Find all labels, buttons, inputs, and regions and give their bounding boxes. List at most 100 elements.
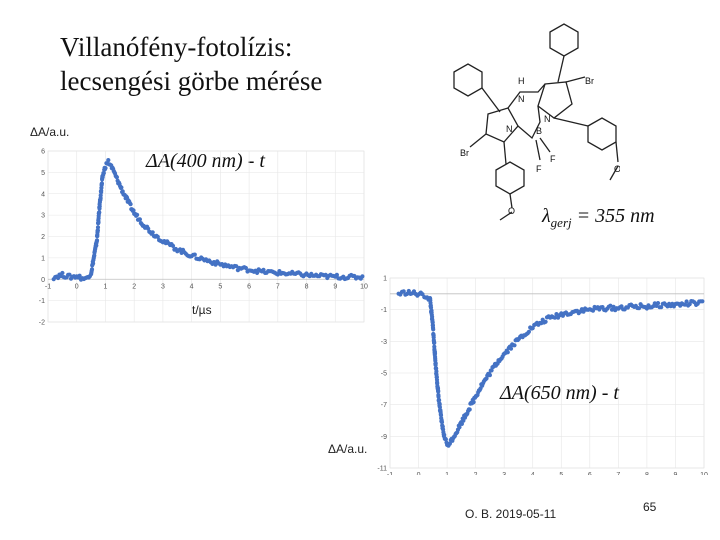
- chart1-data-point: [103, 166, 108, 171]
- chart1-x-tick-label: 4: [190, 283, 194, 290]
- chart1-data-point: [255, 270, 260, 275]
- chart2-data-point: [439, 420, 445, 425]
- chart1-data-point: [137, 217, 142, 222]
- chart1-x-tick-label: 5: [218, 283, 222, 290]
- chart2-data-point: [636, 306, 642, 311]
- chart1-data-point: [67, 272, 72, 277]
- chart1-data-point: [91, 261, 96, 266]
- chart2-data-point: [644, 306, 649, 311]
- chart1-data-point: [60, 270, 65, 276]
- excitation-wavelength: λgerj = 355 nm: [542, 205, 655, 231]
- chart1-y-tick-label: 6: [41, 149, 45, 156]
- chart2-data-point: [526, 329, 531, 334]
- chart2-y-tick-label: -7: [381, 402, 387, 409]
- chart1-data-point: [131, 208, 136, 213]
- slide-title: Villanófény-fotolízis: lecsengési görbe …: [60, 30, 322, 98]
- chart1-ylabel: ΔA/a.u.: [30, 125, 70, 139]
- chart1-data-point: [89, 267, 95, 272]
- chart1-x-tick-label: 0: [75, 283, 79, 290]
- chart2-data-point: [554, 312, 559, 317]
- chart2-data-point: [457, 425, 462, 430]
- mol-label-f1: F: [550, 154, 556, 164]
- chart2-data-point: [401, 289, 406, 294]
- chart2-data-point: [508, 346, 514, 351]
- chart2-x-tick-label: 0: [417, 472, 421, 475]
- chart1-x-tick-label: 1: [104, 283, 108, 290]
- chart2-data-point: [434, 369, 439, 374]
- chart1-data-point: [150, 230, 155, 235]
- chart1-data-point: [106, 158, 111, 163]
- chart1-data-point: [213, 262, 218, 267]
- chart2-data-point: [611, 304, 616, 309]
- chart1-data-point: [323, 272, 328, 277]
- mol-label-n1: N: [518, 94, 525, 104]
- chart2-data-point: [437, 398, 442, 403]
- chart2-data-point: [436, 394, 441, 399]
- chart2-data-point: [684, 299, 689, 304]
- chart1-x-tick-label: 10: [360, 283, 368, 290]
- chart1-xlabel: t/µs: [192, 303, 212, 317]
- chart2-data-point: [436, 389, 441, 394]
- chart1-data-point: [275, 272, 280, 277]
- chart2-data-point: [432, 351, 438, 356]
- chart1-data-point: [95, 225, 101, 230]
- chart2-y-tick-label: -3: [381, 339, 387, 346]
- chart1-y-tick-label: 3: [41, 213, 45, 220]
- chart2-data-point: [447, 441, 452, 446]
- chart1-y-tick-label: -1: [39, 298, 45, 305]
- chart1-x-tick-label: 7: [276, 283, 280, 290]
- chart2-y-tick-label: 1: [383, 276, 387, 283]
- chart2-x-tick-label: 1: [445, 472, 449, 475]
- chart2-ylabel: ΔA/a.u.: [328, 442, 368, 456]
- chart1-data-point: [128, 202, 133, 207]
- chart1-data-point: [155, 234, 160, 239]
- chart2-data-point: [489, 368, 494, 373]
- chart2-x-tick-label: 6: [588, 472, 592, 475]
- chart1-data-point: [360, 274, 365, 279]
- chart1-data-point: [234, 264, 239, 269]
- chart2-data-point: [433, 361, 438, 366]
- chart1-data-point: [114, 175, 119, 180]
- mol-label-b: B: [536, 126, 542, 136]
- chart1-data-point: [97, 210, 102, 215]
- chart2-x-tick-label: 10: [700, 472, 708, 475]
- chart2-y-tick-label: -1: [381, 307, 387, 314]
- slide-title-line1: Villanófény-fotolízis:: [60, 32, 293, 62]
- chart1-y-tick-label: 0: [41, 277, 45, 284]
- mol-label-o2: O: [614, 164, 620, 174]
- chart1-data-point: [334, 272, 339, 277]
- excitation-symbol: λ: [542, 205, 551, 227]
- chart1-y-tick-label: -2: [39, 320, 45, 327]
- chart2-data-point: [487, 373, 492, 378]
- chart2-data-point: [443, 437, 448, 442]
- chart1-y-tick-label: 2: [41, 234, 45, 241]
- chart2-data-point: [590, 308, 596, 313]
- chart2-data-point: [581, 309, 586, 314]
- chart2-data-point: [461, 418, 466, 423]
- chart1-data-point: [119, 185, 124, 190]
- chart1-x-tick-label: 6: [247, 283, 251, 290]
- chart1-y-tick-label: 1: [41, 255, 45, 262]
- chart2-data-point: [471, 400, 476, 405]
- chart1-data-point: [94, 238, 100, 243]
- chart2-title: ΔA(650 nm) - t: [500, 382, 619, 404]
- footer-page-number: 65: [643, 500, 657, 514]
- chart2-data-point: [459, 421, 464, 426]
- chart2-y-tick-label: -9: [381, 434, 387, 441]
- chart2-x-tick-label: 4: [531, 472, 535, 475]
- mol-label-h: H: [518, 76, 525, 86]
- chart2-data-point: [437, 402, 442, 407]
- chart2-x-tick-label: 7: [616, 472, 620, 475]
- chart1-data-point: [97, 204, 102, 209]
- molecule-structure: H N N B N F F Br Br O O: [453, 23, 620, 221]
- chart2-x-tick-label: 9: [674, 472, 678, 475]
- chart2-y-tick-label: -11: [377, 466, 387, 473]
- footer-author-date: O. B. 2019-05-11: [465, 507, 557, 521]
- chart1-title: ΔA(400 nm) - t: [146, 150, 265, 172]
- mol-label-n3: N: [544, 114, 551, 124]
- chart1-data-point: [96, 220, 101, 225]
- chart1-data-point: [135, 212, 140, 217]
- chart2-x-tick-label: -1: [387, 472, 393, 475]
- chart1-data-point: [243, 265, 248, 271]
